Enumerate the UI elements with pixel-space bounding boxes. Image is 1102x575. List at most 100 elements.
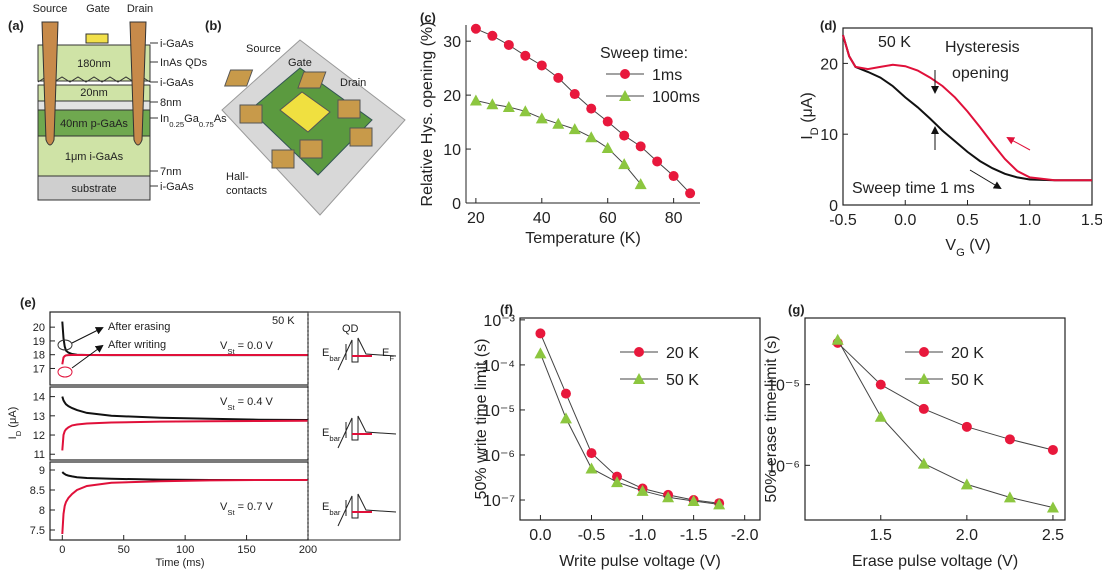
y-axis-label-part: I [7, 436, 19, 439]
layer-label: 180nm [77, 58, 111, 70]
y-axis-label-part: (μA) [799, 92, 816, 127]
band-diagram [337, 337, 397, 371]
x-tick-label: 50 [118, 544, 130, 556]
data-point [652, 156, 663, 167]
y-tick-label: 10 [820, 127, 838, 144]
data-point [874, 410, 887, 422]
data-point [502, 100, 515, 112]
device-label: Gate [288, 57, 312, 69]
data-point [917, 457, 930, 469]
terminal-label: Gate [86, 3, 110, 15]
y-axis-label: 50% write time limit (s) [473, 339, 490, 500]
y-tick-label: 10⁻⁵ [482, 403, 515, 420]
data-point [601, 141, 614, 153]
annotation-part: E [322, 427, 329, 439]
series-line [837, 339, 1054, 508]
data-point [486, 98, 499, 110]
data-point [1047, 444, 1058, 455]
y-axis-label: 50% erase time limit (s) [763, 335, 780, 502]
series-line [842, 34, 1092, 182]
y-axis-label-part: D [809, 127, 821, 135]
data-point [687, 495, 700, 507]
data-point [713, 498, 726, 510]
x-axis-label-part: G [956, 247, 965, 259]
y-tick-label: 9 [39, 465, 45, 477]
y-tick-label: 18 [33, 350, 45, 362]
legend-title: Sweep time: [600, 45, 688, 62]
x-tick-label: -1.5 [680, 527, 708, 544]
side-label-part: Ga [184, 113, 200, 125]
annotation: EF [382, 347, 394, 363]
panel-label: (g) [788, 302, 805, 317]
annotation-part: V [220, 396, 228, 408]
x-tick-label: 80 [665, 210, 683, 227]
annotation: Ebar [322, 427, 341, 443]
side-label: In0.25Ga0.75As [160, 113, 227, 129]
y-axis-label-part: (μA) [7, 407, 19, 431]
annotation-part: V [220, 340, 228, 352]
device-label: Drain [340, 77, 366, 89]
annotation: Ebar [322, 501, 341, 517]
data-point [470, 23, 481, 34]
data-point [662, 491, 675, 503]
hall-bar-device [221, 39, 406, 216]
data-point [487, 30, 498, 41]
layer-label: substrate [71, 183, 116, 195]
data-point [1046, 501, 1059, 513]
legend-label: 50 K [666, 372, 699, 389]
x-tick-label: -0.5 [578, 527, 606, 544]
data-point [534, 347, 547, 359]
annotation: Ebar [322, 347, 341, 363]
data-point [535, 328, 546, 339]
side-label-part: 0.75 [199, 120, 214, 129]
y-axis-label: Relative Hys. opening (%) [419, 22, 436, 207]
data-point [1003, 491, 1016, 503]
y-tick-label: 10⁻⁵ [767, 378, 800, 395]
legend-marker [634, 347, 644, 357]
side-label: 7nm [160, 166, 181, 178]
band-diagram [337, 415, 397, 449]
side-label: i-GaAs [160, 77, 194, 89]
panel-label: (d) [820, 18, 837, 33]
legend-label: 20 K [951, 345, 984, 362]
data-point [560, 388, 571, 399]
legend-marker [918, 373, 930, 384]
data-point [503, 39, 514, 50]
annotation: 50 K [878, 34, 911, 51]
x-tick-label: 0.0 [529, 527, 551, 544]
x-tick-label: 2.5 [1042, 527, 1064, 544]
y-tick-label: 20 [443, 88, 461, 105]
annotation: After erasing [108, 321, 170, 333]
x-tick-label: 100 [176, 544, 194, 556]
y-tick-label: 0 [452, 196, 461, 213]
y-tick-label: 8.5 [30, 485, 45, 497]
y-tick-label: 10⁻⁷ [483, 493, 515, 510]
annotation: After writing [108, 339, 166, 351]
data-point [685, 188, 696, 199]
legend-marker [919, 347, 929, 357]
legend-label: 1ms [652, 67, 682, 84]
x-tick-label: 1.0 [1019, 212, 1041, 229]
annotation: VSt = 0.0 V [220, 340, 273, 356]
annotation-part: bar [329, 434, 341, 443]
annotation-part: = 0.4 V [235, 396, 274, 408]
data-point [536, 60, 547, 71]
series-line [61, 354, 308, 365]
y-tick-label: 7.5 [30, 525, 45, 537]
y-tick-label: 10⁻⁶ [482, 448, 515, 465]
data-point [960, 478, 973, 490]
data-point [585, 462, 598, 474]
data-point [602, 116, 613, 127]
panel-label: (f) [500, 302, 513, 317]
legend-marker [633, 373, 645, 384]
panel-label: (a) [8, 18, 24, 33]
x-axis-label: Write pulse voltage (V) [559, 553, 721, 570]
series-line [842, 34, 1092, 182]
device-label: Source [246, 43, 281, 55]
data-point [918, 403, 929, 414]
y-tick-label: 12 [33, 430, 45, 442]
y-tick-label: 0 [829, 198, 838, 215]
annotation-part: E [382, 347, 389, 359]
annotation-part: St [227, 347, 235, 356]
